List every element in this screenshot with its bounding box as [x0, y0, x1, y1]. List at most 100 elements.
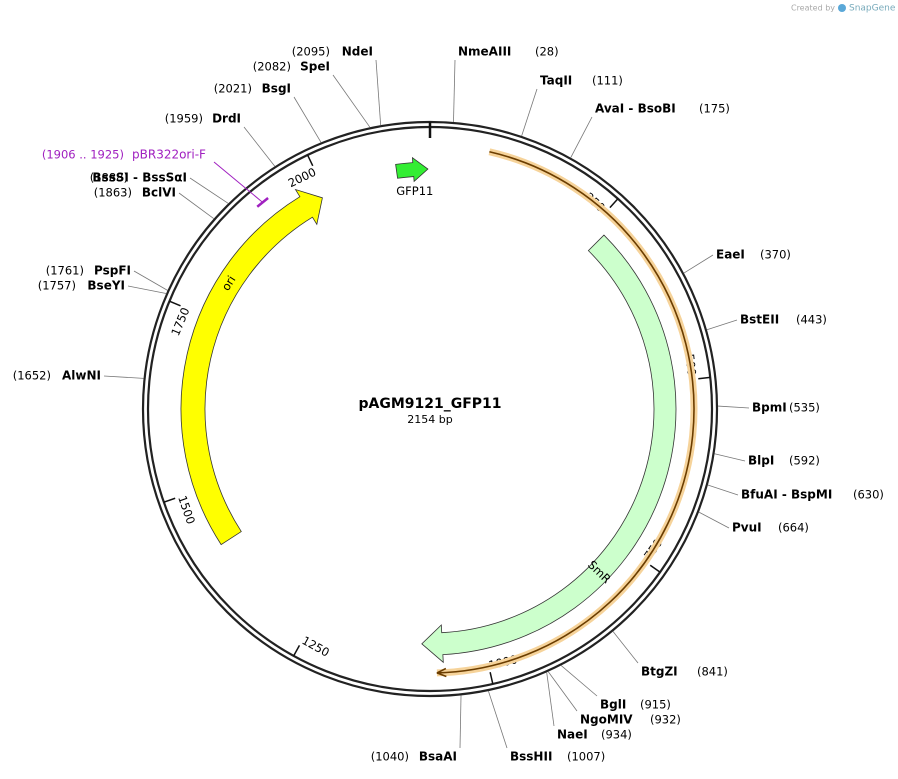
site-leader — [698, 511, 730, 529]
site-position: (1757) — [38, 279, 76, 293]
site-leader — [707, 484, 739, 496]
site-leader — [546, 672, 555, 727]
site-position: (1007) — [567, 750, 605, 764]
ring-tick — [292, 644, 301, 657]
site-leader — [293, 96, 322, 143]
site-position: (932) — [650, 713, 681, 727]
ring-tick-label: 1750 — [168, 305, 192, 337]
site-position: (1652) — [13, 369, 51, 383]
site-name: BfuAI - BspMI — [741, 488, 832, 502]
site-name: EaeI — [716, 248, 745, 262]
site-name: BsaAI — [419, 750, 457, 764]
ring-tick — [306, 154, 314, 167]
created-by: Created by — [791, 4, 835, 13]
site-name: PspFI — [94, 264, 131, 278]
site-position: (111) — [592, 74, 623, 88]
site-name: BlpI — [748, 454, 774, 468]
ring-tick — [609, 198, 619, 209]
site-position: (934) — [601, 728, 632, 742]
site-name: BpmI — [752, 401, 787, 415]
ring-tick — [169, 300, 181, 307]
primer-location: (1906 .. 1925) — [42, 148, 124, 162]
plasmid-name: pAGM9121_GFP11 — [358, 396, 501, 412]
site-leader — [332, 74, 371, 128]
site-name: BseYI — [87, 279, 125, 293]
feature-arrow — [395, 156, 429, 183]
site-position: (175) — [699, 102, 730, 116]
site-position: (1959) — [165, 112, 203, 126]
ring-tick — [649, 564, 661, 573]
site-name: BclVI — [142, 186, 176, 200]
site-position: (2082) — [253, 60, 291, 74]
site-position: (1863) — [94, 186, 132, 200]
site-leader — [459, 695, 462, 749]
site-position: (2021) — [214, 82, 252, 96]
site-leader — [488, 690, 508, 749]
site-position: (1888) — [90, 171, 128, 185]
site-leader — [127, 285, 167, 294]
site-name: BtgZI — [641, 665, 678, 679]
site-leader — [243, 126, 276, 167]
site-leader — [521, 88, 538, 137]
site-position: (28) — [535, 45, 559, 59]
orf-head — [436, 667, 447, 678]
site-leader — [103, 375, 144, 379]
brand-icon — [838, 4, 846, 12]
site-leader — [178, 192, 215, 219]
primer-leader — [213, 161, 263, 203]
site-position: (443) — [796, 313, 827, 327]
site-position: (2095) — [292, 45, 330, 59]
site-name: AlwNI — [62, 369, 101, 383]
site-position: (841) — [697, 665, 728, 679]
site-position: (915) — [640, 698, 671, 712]
site-leader — [714, 453, 746, 462]
site-leader — [706, 319, 738, 331]
site-position: (1761) — [46, 264, 84, 278]
site-leader — [453, 59, 456, 122]
site-leader — [189, 177, 229, 204]
site-name: NgoMIV — [580, 713, 633, 727]
site-name: DrdI — [212, 112, 241, 126]
feature-label: ori — [219, 273, 239, 293]
site-name: BssHII — [510, 750, 552, 764]
site-name: BssSI - BssSαI — [92, 171, 187, 185]
site-position: (1040) — [371, 750, 409, 764]
site-name: BstEII — [740, 313, 779, 327]
site-name: SpeI — [300, 60, 330, 74]
site-position: (664) — [778, 521, 809, 535]
site-name: NmeAIII — [458, 45, 511, 59]
site-name: PvuI — [732, 521, 762, 535]
ring-tick — [698, 376, 711, 380]
site-name: BsgI — [262, 82, 291, 96]
orf-line — [436, 150, 695, 674]
site-leader — [375, 59, 382, 126]
site-name: TaqII — [540, 74, 572, 88]
site-name: BglI — [600, 698, 626, 712]
site-leader — [683, 254, 714, 274]
brand: SnapGene — [849, 4, 896, 14]
feature-label: GFP11 — [396, 184, 433, 198]
site-position: (592) — [789, 454, 820, 468]
feature-arrow — [180, 188, 323, 546]
primer-name: pBR322ori-F — [132, 148, 206, 162]
site-position: (370) — [760, 248, 791, 262]
site-leader — [717, 405, 750, 409]
site-name: AvaI - BsoBI — [595, 102, 676, 116]
site-leader — [612, 631, 639, 664]
site-name: NdeI — [342, 45, 373, 59]
ring-tick-label: 1250 — [299, 633, 331, 659]
ring-tick — [163, 497, 176, 503]
ring-tick-label: 1500 — [175, 494, 198, 526]
site-leader — [133, 270, 168, 291]
ring-tick-label: 2000 — [286, 165, 318, 190]
plasmid-length: 2154 bp — [407, 413, 452, 426]
site-leader — [570, 116, 593, 158]
site-position: (535) — [789, 401, 820, 415]
site-leader — [560, 665, 598, 697]
site-leader — [547, 671, 578, 712]
site-name: NaeI — [557, 728, 588, 742]
site-position: (630) — [853, 488, 884, 502]
ring-tick — [489, 672, 494, 685]
feature-arrow — [421, 234, 677, 664]
